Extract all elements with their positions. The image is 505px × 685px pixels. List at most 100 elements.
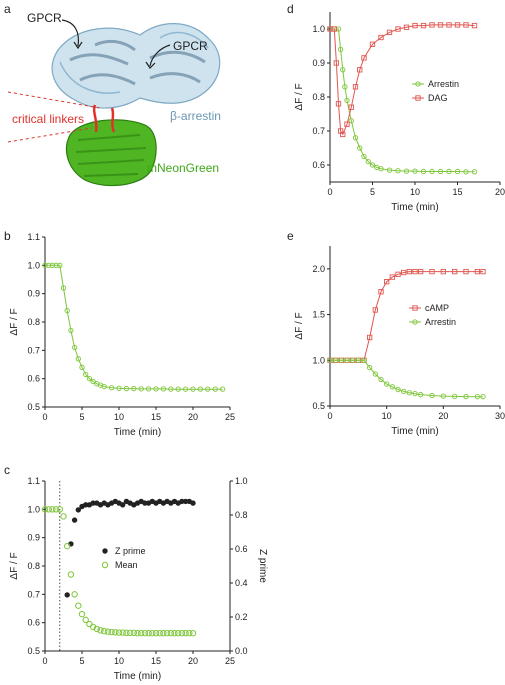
y-tick-label-b: 1.0 <box>27 260 40 270</box>
data-point-c-1 <box>186 629 193 637</box>
critical-linkers <box>7 91 116 143</box>
data-point-d-1 <box>454 22 461 28</box>
data-point-e-1 <box>372 371 378 377</box>
data-point-c-0 <box>71 517 78 523</box>
y-tick-label-b: 0.5 <box>27 402 40 412</box>
data-point-e-0 <box>389 274 395 280</box>
data-point-e-1 <box>401 388 407 395</box>
data-point-c-1 <box>97 627 104 634</box>
series-line-e-0 <box>330 271 483 361</box>
data-point-d-0 <box>395 168 401 174</box>
data-point-c-1 <box>75 602 82 609</box>
data-point-c-1 <box>64 542 71 550</box>
y2-tick-label-c: 0.8 <box>235 510 248 520</box>
legend-marker-c <box>101 561 109 569</box>
data-point-b-0 <box>205 386 211 392</box>
legend-marker-d <box>415 95 421 101</box>
data-point-e-0 <box>372 307 378 313</box>
data-point-d-1 <box>331 26 337 32</box>
data-point-c-1 <box>152 629 160 637</box>
data-point-b-0 <box>90 378 96 385</box>
data-point-d-0 <box>378 166 384 172</box>
data-point-c-1 <box>41 506 49 513</box>
data-point-e-1 <box>338 357 344 363</box>
gpcr-arrows <box>61 19 171 69</box>
data-point-d-0 <box>420 168 427 175</box>
data-point-c-0 <box>179 498 185 505</box>
data-point-e-0 <box>401 269 407 276</box>
neon-label: mNeonGreen <box>147 161 219 175</box>
x-tick-label-c: 5 <box>79 656 84 666</box>
arrestin-label: β-arrestin <box>170 109 221 123</box>
y-tick-label-b: 0.7 <box>27 345 40 355</box>
panel-label-e: e <box>287 229 294 243</box>
data-point-d-0 <box>365 158 371 165</box>
data-point-d-0 <box>348 118 354 124</box>
data-point-d-0 <box>429 168 435 175</box>
data-point-c-0 <box>97 502 104 508</box>
data-point-b-0 <box>160 386 167 392</box>
data-point-b-0 <box>131 385 137 392</box>
panel-label-c: c <box>4 463 10 477</box>
y-tick-label-b: 0.9 <box>27 289 40 299</box>
data-point-c-1 <box>104 628 112 635</box>
data-point-e-0 <box>338 357 344 363</box>
data-point-d-0 <box>412 168 418 174</box>
legend-marker-e <box>412 305 418 311</box>
data-point-b-0 <box>83 371 89 378</box>
x-tick-label-b: 20 <box>188 412 198 422</box>
data-point-b-0 <box>212 386 218 392</box>
data-point-e-0 <box>361 357 367 363</box>
series-line-e-1 <box>330 359 483 398</box>
data-point-b-0 <box>53 262 59 268</box>
data-point-e-0 <box>440 268 446 275</box>
data-point-d-1 <box>344 121 350 127</box>
data-point-b-0 <box>49 262 56 268</box>
data-point-d-1 <box>395 26 401 32</box>
data-point-e-1 <box>474 394 480 400</box>
data-point-d-0 <box>337 46 344 53</box>
data-point-c-0 <box>108 500 115 506</box>
data-point-b-0 <box>71 344 78 351</box>
data-point-e-0 <box>327 357 333 363</box>
data-point-e-0 <box>480 268 486 275</box>
data-point-c-0 <box>131 502 137 508</box>
data-point-e-1 <box>361 357 367 363</box>
data-point-d-1 <box>471 22 478 29</box>
data-point-c-1 <box>45 506 52 513</box>
x-tick-label-b: 5 <box>79 412 84 422</box>
x-tick-label-d: 0 <box>327 187 332 197</box>
x-tick-label-e: 30 <box>495 411 505 421</box>
data-point-e-1 <box>384 381 390 387</box>
y-tick-label-c: 0.8 <box>27 561 40 571</box>
data-point-c-1 <box>101 627 108 635</box>
x-tick-label-c: 25 <box>225 656 235 666</box>
legend-label-d: Arrestin <box>428 79 459 89</box>
panel-label-a: a <box>4 2 11 16</box>
legend-label-e: Arrestin <box>425 317 456 327</box>
data-point-d-1 <box>437 22 444 28</box>
data-point-d-0 <box>374 164 380 171</box>
data-point-c-1 <box>86 620 93 628</box>
x-tick-label-d: 20 <box>495 187 505 197</box>
data-point-d-1 <box>337 128 344 134</box>
linkers-label: critical linkers <box>12 112 84 126</box>
data-point-c-1 <box>126 629 134 637</box>
data-point-c-1 <box>160 629 167 637</box>
data-point-c-0 <box>145 500 152 506</box>
data-point-b-0 <box>182 386 189 392</box>
data-point-c-1 <box>93 625 101 633</box>
data-point-e-1 <box>412 391 418 397</box>
data-point-b-0 <box>42 262 48 268</box>
data-point-b-0 <box>97 382 104 388</box>
data-point-e-0 <box>474 268 480 275</box>
data-point-e-1 <box>350 357 356 363</box>
legend-label-d: DAG <box>428 93 448 103</box>
data-point-b-0 <box>57 262 63 268</box>
data-point-d-1 <box>340 131 346 138</box>
data-point-b-0 <box>75 356 81 362</box>
data-point-c-0 <box>190 500 196 506</box>
data-point-c-1 <box>52 506 60 513</box>
data-point-d-1 <box>420 22 427 29</box>
gpcr-left-label: GPCR <box>27 11 62 25</box>
